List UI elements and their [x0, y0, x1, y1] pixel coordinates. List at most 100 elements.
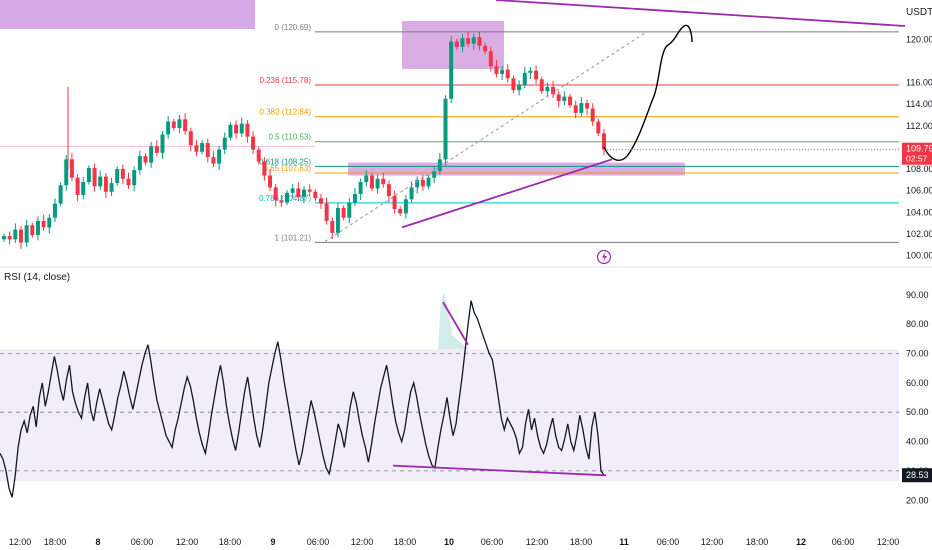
time-tick-label: 06:00 — [832, 537, 855, 547]
candle-body — [466, 38, 471, 44]
price-panel: 120.00 116.00 114.00 112.00 108.00 106.00 104.… — [0, 0, 932, 261]
candle-body — [177, 119, 182, 128]
fib-label: 1 (101.21) — [275, 233, 312, 242]
price-tick-label: 104.00 — [906, 207, 932, 217]
candle-body — [41, 220, 46, 228]
candle-body — [154, 146, 159, 153]
candle-body — [120, 169, 125, 179]
countdown-value: 02:57 — [906, 154, 928, 164]
time-tick-label: 06:00 — [481, 537, 504, 547]
candle-body — [471, 37, 476, 44]
candle-body — [149, 146, 154, 163]
rsi-line — [0, 300, 605, 498]
price-tick-label: 102.00 — [906, 229, 932, 239]
candle-body — [296, 188, 301, 198]
candle-body — [449, 41, 454, 99]
candle-body — [460, 38, 465, 47]
candle-body — [166, 121, 171, 135]
candle-body — [13, 229, 18, 240]
rsi-tick-label: 50.00 — [906, 407, 929, 417]
candle-body — [432, 171, 437, 178]
candle-body — [352, 193, 357, 203]
last-price-value: 109.79 — [906, 144, 932, 154]
price-tick-label: 120.00 — [906, 34, 932, 44]
rsi-tick-label: 60.00 — [906, 378, 929, 388]
candle-body — [256, 149, 261, 162]
candle-body — [302, 189, 306, 198]
candle-body — [375, 178, 380, 189]
candle-body — [126, 178, 131, 186]
fib-label: 0.236 (115.78) — [260, 76, 312, 85]
candle-body — [443, 98, 448, 160]
time-tick-label: 18:00 — [746, 537, 769, 547]
candle-body — [200, 143, 205, 152]
candle-body — [137, 156, 142, 171]
candle-body — [2, 236, 6, 240]
candle-body — [358, 182, 363, 194]
candle-body — [115, 169, 120, 184]
candle-body — [568, 96, 573, 106]
time-tick-label: 12:00 — [701, 537, 724, 547]
time-tick-label: 12:00 — [351, 537, 374, 547]
rsi-tick-label: 90.00 — [906, 290, 929, 300]
rsi-tick-label: 20.00 — [906, 495, 929, 505]
resistance-trendline — [495, 0, 906, 27]
lightning-icon[interactable] — [596, 249, 612, 265]
candle-body — [324, 203, 329, 221]
candle-body — [234, 124, 239, 134]
fib-label: 0.65 (107.63) — [263, 164, 311, 173]
candle-body — [488, 51, 493, 67]
price-tick-label: 100.00 — [906, 251, 932, 261]
rsi-last-badge — [902, 468, 932, 483]
candle-body — [364, 175, 369, 183]
candle-body — [386, 184, 391, 197]
candle-body — [330, 220, 335, 233]
candle-body — [398, 209, 403, 214]
candle-body — [392, 196, 397, 210]
candle-body — [483, 45, 488, 52]
candle-body — [239, 123, 244, 134]
candle-body — [551, 86, 556, 95]
candle-body — [285, 192, 290, 203]
candle-body — [69, 159, 74, 178]
candle-body — [273, 187, 278, 201]
candle-body — [318, 198, 323, 204]
candle-body — [426, 177, 431, 187]
candle-body — [313, 191, 318, 199]
candle-body — [545, 86, 550, 92]
support-trendline — [401, 158, 613, 229]
candle-body — [534, 70, 539, 80]
time-tick-label: 06:00 — [307, 537, 330, 547]
time-tick-label: 8 — [95, 537, 100, 547]
price-tick-label: 112.00 — [906, 121, 932, 131]
candle-body — [381, 178, 386, 185]
candle-body — [335, 207, 340, 233]
time-tick-label: 11 — [619, 537, 629, 547]
candle-body — [602, 133, 606, 150]
fib-label: 0 (120.69) — [275, 23, 312, 32]
candle-body — [290, 188, 295, 193]
support-zone-box — [348, 162, 685, 176]
fib-label: 0.5 (110.53) — [268, 133, 311, 142]
candle-body — [18, 229, 23, 243]
candle-body — [64, 159, 69, 186]
price-tick-label: 106.00 — [906, 186, 932, 196]
fib-trend-line — [324, 32, 646, 242]
candle-body — [500, 69, 505, 74]
candle-body — [437, 159, 442, 172]
candle-body — [205, 143, 210, 158]
last-price-badge — [902, 142, 932, 165]
candle-body — [279, 200, 284, 203]
candle-body — [222, 137, 227, 150]
price-tick-label: 116.00 — [906, 78, 932, 88]
price-tick-label: 108.00 — [906, 164, 932, 174]
rsi-title: RSI (14, close) — [4, 272, 70, 283]
candle-body — [7, 236, 12, 240]
price-tick-label: 114.00 — [906, 99, 932, 109]
candle-body — [211, 157, 216, 164]
candle-body — [262, 161, 267, 176]
candle-body — [183, 119, 188, 132]
rsi-last-value: 28.53 — [906, 470, 929, 480]
time-tick-label: 06:00 — [131, 537, 154, 547]
candle-body — [454, 41, 459, 47]
